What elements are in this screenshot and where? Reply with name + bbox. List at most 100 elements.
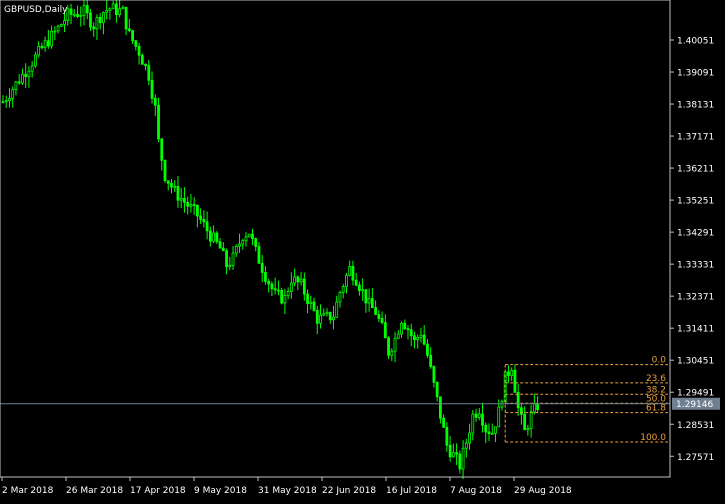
candle-body bbox=[422, 334, 426, 345]
candle-body bbox=[474, 413, 478, 418]
candle bbox=[315, 306, 319, 335]
y-tick-label: 1.28531 bbox=[677, 421, 714, 431]
candle bbox=[111, 0, 115, 10]
price-axis[interactable]: 1.40051 1.39091 1.38131 1.37171 1.36211 1.352… bbox=[670, 36, 714, 463]
candle bbox=[251, 228, 254, 246]
candle bbox=[413, 331, 416, 349]
candle bbox=[293, 268, 297, 287]
candle-body bbox=[251, 233, 254, 240]
candle-body bbox=[468, 432, 471, 444]
candle-body bbox=[189, 204, 193, 207]
fib-level-label: 23.6 bbox=[646, 374, 666, 384]
candle-body bbox=[409, 329, 413, 337]
candle bbox=[43, 36, 47, 52]
y-tick-label: 1.37171 bbox=[677, 133, 714, 143]
candle-body bbox=[59, 24, 63, 27]
candle-body bbox=[426, 343, 429, 356]
candle-body bbox=[481, 413, 484, 426]
candle-body bbox=[157, 104, 160, 140]
x-tick-label: 26 Mar 2018 bbox=[66, 486, 123, 496]
candle-body bbox=[461, 447, 465, 470]
candle bbox=[526, 424, 530, 436]
candle bbox=[1, 95, 5, 104]
candle bbox=[260, 254, 264, 283]
x-tick-label: 7 Aug 2018 bbox=[450, 486, 502, 496]
candle bbox=[95, 14, 99, 40]
candle bbox=[296, 275, 300, 291]
candle-body bbox=[400, 322, 403, 335]
candle-body bbox=[4, 100, 8, 103]
candle-body bbox=[11, 89, 15, 99]
candle-body bbox=[163, 159, 167, 182]
candle-body bbox=[390, 350, 394, 356]
candle-body bbox=[234, 245, 238, 254]
candle-body bbox=[374, 307, 378, 315]
candle-body bbox=[212, 232, 216, 242]
candle-body bbox=[244, 236, 248, 242]
candle-body bbox=[40, 45, 44, 49]
candle-body bbox=[510, 369, 514, 376]
y-tick-label: 1.36211 bbox=[677, 165, 714, 175]
candle bbox=[516, 384, 520, 416]
candle bbox=[341, 283, 345, 299]
candle-body bbox=[66, 8, 70, 22]
candle bbox=[451, 443, 455, 458]
candle bbox=[121, 5, 125, 10]
candle-body bbox=[63, 20, 66, 25]
fib-level-label: 38.2 bbox=[646, 385, 666, 395]
candle bbox=[400, 321, 403, 338]
candle-body bbox=[221, 247, 225, 252]
candle bbox=[108, 7, 112, 20]
candle bbox=[72, 9, 76, 18]
candle bbox=[221, 242, 225, 252]
candle bbox=[257, 241, 261, 264]
y-tick-label: 1.30451 bbox=[677, 357, 714, 367]
candle bbox=[247, 233, 251, 238]
candle-body bbox=[429, 354, 433, 367]
candle-body bbox=[192, 204, 196, 207]
candle bbox=[406, 325, 410, 340]
candle bbox=[21, 68, 24, 86]
candle-body bbox=[361, 289, 365, 292]
candle bbox=[357, 281, 361, 296]
candle bbox=[426, 339, 429, 358]
candle bbox=[335, 295, 339, 318]
x-tick-label: 31 May 2018 bbox=[258, 486, 317, 496]
candle bbox=[8, 88, 11, 108]
candle-body bbox=[280, 289, 284, 304]
candle-body bbox=[166, 180, 170, 184]
candle-body bbox=[105, 10, 109, 13]
candle-body bbox=[380, 318, 384, 323]
candle bbox=[215, 231, 219, 245]
candle-body bbox=[507, 371, 510, 376]
candle-body bbox=[134, 40, 138, 47]
candle-body bbox=[435, 381, 439, 398]
candle-body bbox=[147, 65, 151, 81]
candle bbox=[286, 287, 290, 300]
candle bbox=[192, 197, 196, 215]
candle-body bbox=[348, 265, 352, 276]
candle-body bbox=[27, 70, 31, 78]
candle bbox=[176, 175, 180, 208]
candle-body bbox=[464, 442, 468, 449]
candle bbox=[153, 94, 157, 117]
candle-body bbox=[183, 198, 186, 203]
candle-body bbox=[254, 238, 258, 247]
candle bbox=[448, 436, 452, 462]
candle-body bbox=[247, 233, 251, 238]
candle-body bbox=[24, 73, 28, 78]
candle-body bbox=[150, 79, 154, 99]
candle-body bbox=[312, 301, 316, 311]
candle-body bbox=[72, 13, 76, 16]
fib-level-label: 0.0 bbox=[652, 356, 667, 366]
candle bbox=[66, 5, 70, 26]
candle-body bbox=[56, 25, 60, 32]
candle-body bbox=[186, 201, 190, 207]
candle bbox=[82, 0, 86, 26]
candle-body bbox=[131, 30, 135, 42]
time-axis[interactable]: 2 Mar 2018 26 Mar 2018 17 Apr 2018 9 May 20… bbox=[1, 477, 572, 496]
candle-body bbox=[115, 3, 118, 16]
candle-body bbox=[264, 271, 267, 282]
